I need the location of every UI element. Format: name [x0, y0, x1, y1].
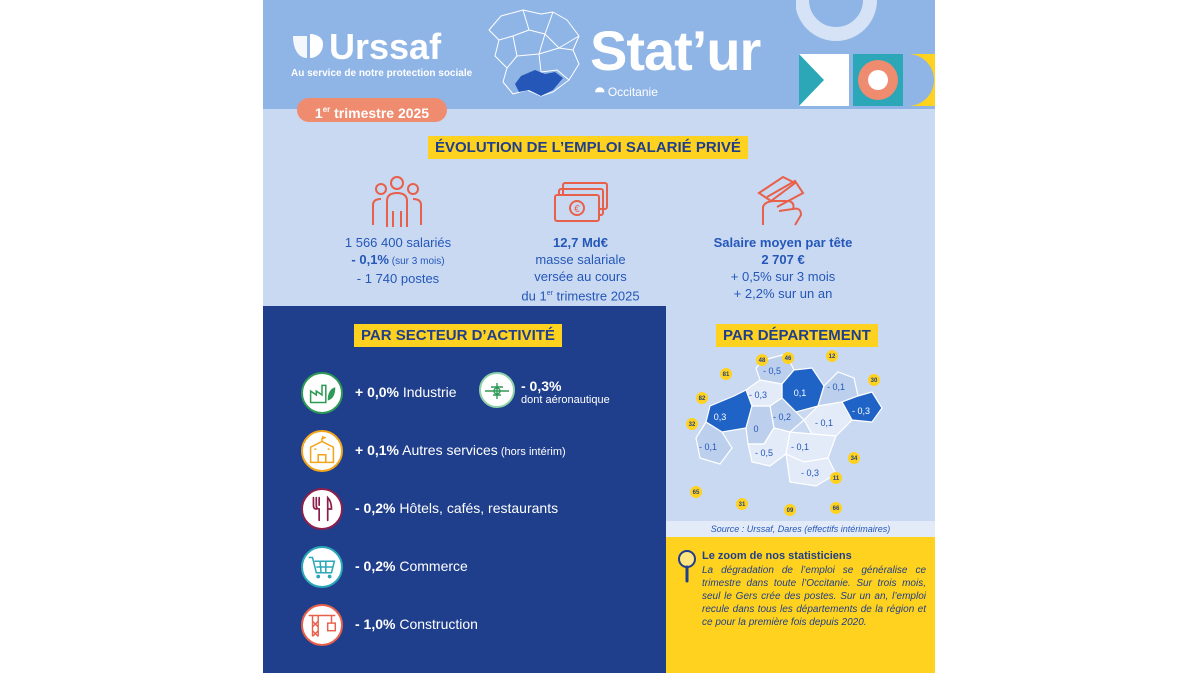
airplane-icon: [479, 372, 515, 408]
department-value: - 0,3: [852, 406, 870, 416]
region-label: ⯊ Occitanie: [595, 85, 658, 100]
kpi-employees: 1 566 400 salariés - 0,1% (sur 3 mois) -…: [344, 235, 452, 286]
sector-value: - 1,0%: [355, 616, 396, 632]
department-value: - 0,1: [827, 382, 845, 392]
building-icon: [301, 430, 343, 472]
department-value: - 0,1: [699, 442, 717, 452]
sector-text: + 0,1% Autres services (hors intérim): [355, 442, 566, 458]
period-badge: 1er trimestre 2025: [297, 98, 447, 122]
department-code-badge: [826, 350, 838, 362]
department-code: 82: [699, 396, 706, 402]
department-value: - 0,1: [791, 442, 809, 452]
department-code: 09: [787, 508, 794, 514]
sector-value: + 0,0%: [355, 384, 399, 400]
sector-label: Autres services: [398, 442, 498, 458]
sector-label: Commerce: [395, 558, 468, 574]
crane-icon: [301, 604, 343, 646]
department-code-badge: [782, 352, 794, 364]
sector-label: Hôtels, cafés, restaurants: [395, 500, 559, 516]
kpi-title: ÉVOLUTION DE L’EMPLOI SALARIÉ PRIVÉ: [428, 136, 748, 159]
department-code-badge: [830, 472, 842, 484]
department-value: - 0,3: [801, 468, 819, 478]
decorative-shapes: [796, 0, 935, 106]
department-value: - 0,2: [773, 412, 791, 422]
department-code-badge: [784, 504, 796, 516]
zoom-title: Le zoom de nos statisticiens: [702, 550, 852, 562]
factory-leaf-icon: [301, 372, 343, 414]
aero-label: dont aéronautique: [521, 394, 610, 406]
sector-text: - 0,2% Hôtels, cafés, restaurants: [355, 500, 558, 516]
sector-note: (hors intérim): [497, 446, 566, 458]
department-code-badge: [736, 498, 748, 510]
department-code: 12: [829, 354, 836, 360]
publication-title: Stat’ur: [590, 19, 761, 82]
occitanie-map-icon: [488, 9, 580, 97]
department-code: 34: [851, 456, 858, 462]
department-section: PAR DÉPARTEMENT - 0,5 0,1 - 0,1 - 0,3 - 0,3 0…: [666, 306, 935, 537]
sector-title: PAR SECTEUR D’ACTIVITÉ: [354, 324, 562, 347]
fork-knife-icon: [301, 488, 343, 530]
department-value: 0,3: [714, 412, 727, 422]
occitanie-logo-icon: ⯊: [595, 85, 605, 99]
infographic: Urssaf Au service de notre protection so…: [263, 0, 935, 673]
kpi-payroll: 12,7 Md€ masse salariale versée au cours…: [521, 235, 640, 304]
department-shape: [695, 421, 733, 465]
department-code: 32: [689, 422, 696, 428]
urssaf-logo-icon: [293, 34, 323, 58]
department-map: - 0,5 0,1 - 0,1 - 0,3 - 0,3 0,3 - 0,2 - 0,1 0 - 0…: [686, 350, 883, 516]
sector-text: - 0,2% Commerce: [355, 558, 468, 574]
zoom-box: Le zoom de nos statisticiens La dégradat…: [666, 537, 935, 673]
department-value: - 0,3: [749, 390, 767, 400]
department-value: - 0,1: [815, 418, 833, 428]
department-code-badge: [848, 452, 860, 464]
sector-value: - 0,2%: [355, 500, 396, 516]
magnifier-icon: [678, 550, 696, 583]
department-code: 46: [785, 356, 792, 362]
department-code-badge: [690, 486, 702, 498]
kpi-section: ÉVOLUTION DE L’EMPLOI SALARIÉ PRIVÉ 1 56…: [263, 109, 935, 306]
department-code: 30: [871, 378, 878, 384]
department-value: 0: [753, 424, 758, 434]
banknotes-icon: €: [554, 182, 608, 222]
department-code: 81: [723, 372, 730, 378]
brand-tagline: Au service de notre protection sociale: [291, 68, 473, 79]
department-code: 65: [693, 490, 700, 496]
department-code-badge: [720, 368, 732, 380]
department-code: 11: [833, 476, 840, 482]
zoom-text: La dégradation de l’emploi se généralise…: [702, 565, 926, 628]
department-value: - 0,5: [755, 448, 773, 458]
department-code: 48: [759, 358, 766, 364]
sector-section: PAR SECTEUR D’ACTIVITÉ + 0,0% Industrie +…: [263, 306, 666, 673]
region-name: Occitanie: [607, 85, 658, 99]
department-code: 66: [833, 506, 840, 512]
department-source: Source : Urssaf, Dares (effectifs intéri…: [666, 521, 935, 537]
department-code-badge: [696, 392, 708, 404]
department-code: 31: [739, 502, 746, 508]
department-code-badge: [868, 374, 880, 386]
sector-label: Construction: [395, 616, 478, 632]
department-value: - 0,5: [763, 366, 781, 376]
people-icon: [372, 176, 422, 227]
header-band: Urssaf Au service de notre protection so…: [263, 0, 935, 109]
money-hand-icon: [757, 175, 805, 226]
department-code-badge: [830, 502, 842, 514]
sector-value: + 0,1%: [355, 442, 399, 458]
sector-text: + 0,0% Industrie: [355, 384, 457, 400]
department-value: 0,1: [794, 388, 807, 398]
aero-value: - 0,3%: [521, 378, 562, 394]
svg-text:€: €: [574, 204, 580, 215]
department-code-badge: [686, 418, 698, 430]
sector-label: Industrie: [398, 384, 457, 400]
kpi-salary: Salaire moyen par tête 2 707 € + 0,5% su…: [713, 235, 853, 301]
sector-value: - 0,2%: [355, 558, 396, 574]
department-code-badge: [756, 354, 768, 366]
department-title: PAR DÉPARTEMENT: [716, 324, 878, 347]
brand-name: Urssaf: [329, 26, 442, 67]
sector-text: - 1,0% Construction: [355, 616, 478, 632]
cart-icon: [301, 546, 343, 588]
